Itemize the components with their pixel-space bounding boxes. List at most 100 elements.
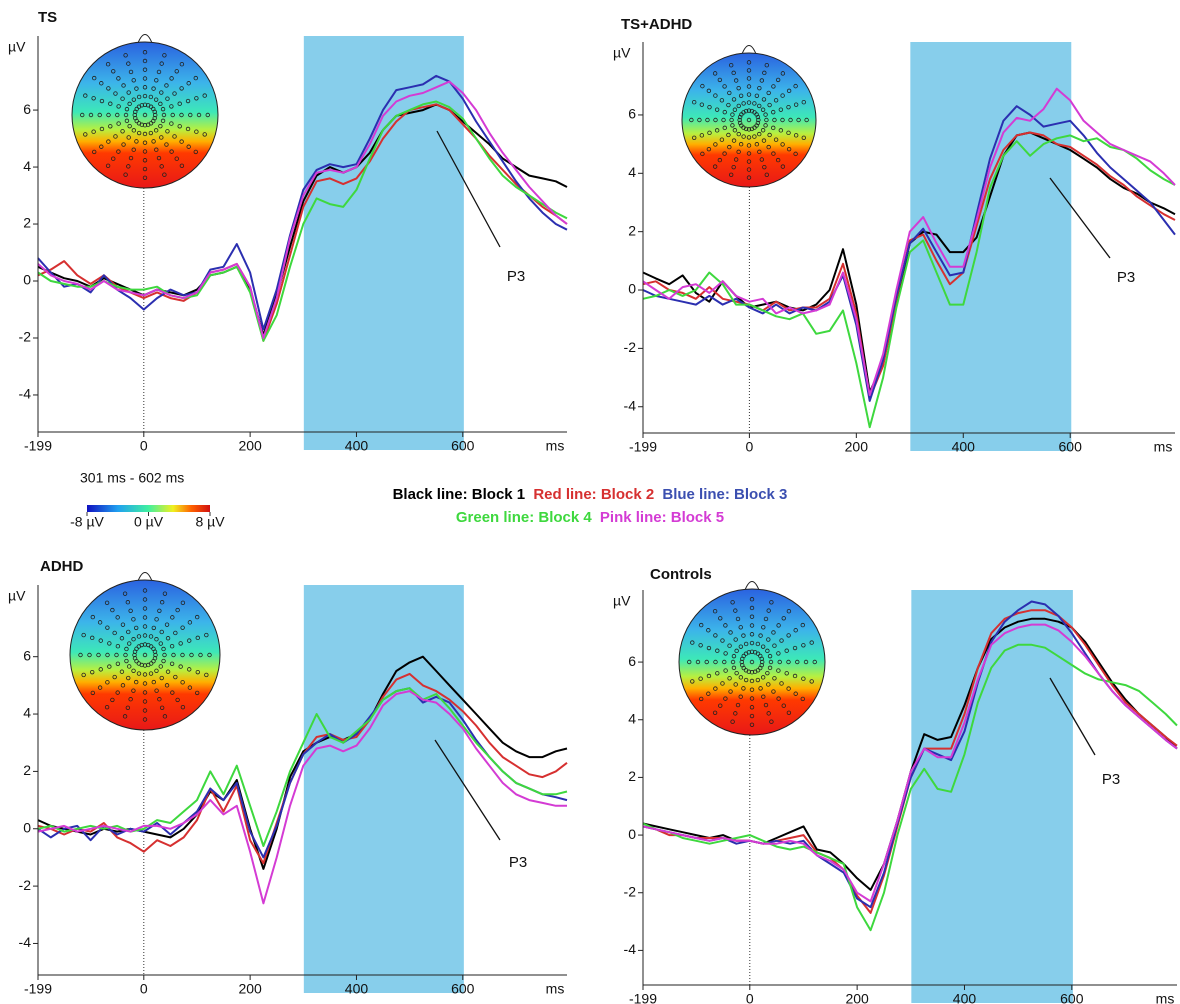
electrode bbox=[142, 140, 148, 145]
electrode bbox=[700, 83, 705, 89]
electrode bbox=[706, 691, 711, 696]
electrode bbox=[746, 117, 752, 123]
electrode bbox=[723, 668, 728, 673]
electrode bbox=[796, 117, 801, 123]
electrode bbox=[735, 616, 741, 622]
electrode bbox=[142, 58, 148, 64]
electrode bbox=[88, 112, 94, 118]
electrode bbox=[131, 97, 137, 102]
electrode bbox=[786, 130, 791, 136]
electrode bbox=[156, 155, 162, 161]
electrode bbox=[722, 125, 727, 131]
electrode bbox=[775, 77, 781, 83]
electrode bbox=[713, 633, 718, 638]
electrode bbox=[142, 681, 148, 686]
electrode bbox=[773, 137, 779, 142]
electrode bbox=[749, 632, 755, 637]
electrode bbox=[738, 694, 743, 699]
electrode bbox=[720, 638, 725, 643]
topomap-head bbox=[69, 579, 221, 731]
electrode bbox=[767, 653, 773, 659]
y-tick-label: 4 bbox=[628, 710, 636, 726]
electrode bbox=[169, 661, 175, 667]
electrode bbox=[786, 609, 792, 614]
electrode bbox=[766, 90, 771, 96]
electrode bbox=[779, 638, 784, 643]
electrode bbox=[749, 597, 755, 602]
electrode bbox=[759, 157, 765, 162]
y-tick-label: 2 bbox=[23, 215, 31, 231]
electrode bbox=[142, 690, 148, 695]
electrode bbox=[83, 132, 88, 137]
electrode bbox=[104, 704, 110, 710]
electrode bbox=[127, 664, 132, 669]
electrode bbox=[749, 713, 755, 719]
y-tick-label: 6 bbox=[628, 653, 636, 669]
electrode bbox=[700, 151, 705, 157]
electrode bbox=[730, 600, 735, 605]
electrode bbox=[746, 135, 752, 140]
electrode bbox=[131, 637, 136, 642]
electrode bbox=[120, 96, 125, 101]
x-tick-label: -199 bbox=[629, 991, 657, 1004]
electrode bbox=[142, 112, 148, 118]
x-tick-label: 600 bbox=[451, 981, 475, 997]
electrode bbox=[105, 652, 110, 658]
electrode bbox=[151, 139, 156, 144]
electrode bbox=[134, 139, 139, 144]
annotation: P3 bbox=[507, 268, 525, 285]
electrode bbox=[761, 694, 766, 699]
electrode bbox=[169, 121, 174, 126]
electrode bbox=[760, 128, 766, 133]
electrode bbox=[162, 591, 168, 596]
electrode bbox=[127, 123, 132, 129]
electrode bbox=[148, 94, 154, 100]
electrode bbox=[97, 685, 103, 690]
electrode bbox=[179, 112, 184, 118]
electrode bbox=[777, 659, 782, 665]
electrode bbox=[125, 705, 131, 710]
y-tick-label: -2 bbox=[19, 329, 32, 345]
electrode bbox=[715, 648, 720, 653]
electrode bbox=[157, 608, 162, 613]
electrode bbox=[105, 163, 111, 168]
electrode bbox=[156, 69, 162, 75]
electrode bbox=[728, 630, 733, 635]
y-axis-label: µV bbox=[8, 39, 26, 55]
electrode bbox=[112, 630, 117, 636]
electrode bbox=[779, 681, 784, 686]
annotation-pointer bbox=[434, 739, 501, 841]
chart-title: TS+ADHD bbox=[621, 16, 692, 33]
electrode bbox=[793, 628, 798, 633]
electrode bbox=[698, 643, 703, 648]
electrode bbox=[115, 112, 120, 118]
electrode bbox=[706, 673, 712, 679]
nose bbox=[744, 581, 760, 591]
electrode bbox=[105, 62, 111, 67]
electrode bbox=[90, 690, 96, 696]
electrode bbox=[792, 673, 798, 679]
electrode bbox=[162, 172, 167, 177]
electrode bbox=[718, 616, 723, 621]
electrode bbox=[142, 85, 148, 90]
electrode bbox=[765, 670, 770, 676]
electrode bbox=[161, 112, 167, 118]
electrode bbox=[157, 697, 162, 702]
electrode bbox=[165, 96, 170, 101]
electrode bbox=[90, 635, 95, 641]
electrode bbox=[715, 671, 720, 676]
electrode bbox=[764, 172, 770, 177]
electrode bbox=[151, 118, 156, 124]
electrode bbox=[737, 117, 742, 123]
electrode bbox=[771, 84, 776, 89]
electrode bbox=[792, 645, 798, 651]
electrode bbox=[765, 648, 770, 654]
annotation-pointer bbox=[436, 130, 501, 248]
electrode bbox=[126, 675, 131, 681]
electrode bbox=[120, 622, 126, 627]
x-tick-label: 200 bbox=[238, 981, 262, 997]
electrode bbox=[165, 636, 171, 641]
electrode bbox=[743, 641, 749, 647]
electrode bbox=[179, 163, 185, 168]
electrode bbox=[148, 671, 154, 676]
